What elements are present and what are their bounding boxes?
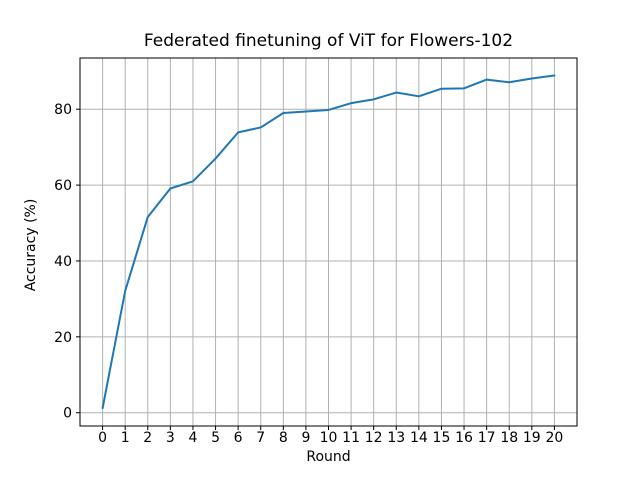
- y-tick-labels: 0 20 40 60 80: [54, 102, 72, 422]
- x-tick-label: 15: [433, 430, 451, 446]
- x-tick-label: 0: [98, 430, 107, 446]
- x-tick-label: 5: [211, 430, 220, 446]
- tick-marks: [76, 108, 555, 430]
- series-line: [101, 74, 556, 410]
- grid: [80, 58, 577, 426]
- x-tick-label: 2: [143, 430, 152, 446]
- y-axis-label: Accuracy (%): [23, 198, 39, 292]
- x-tick-label: 18: [500, 430, 518, 446]
- x-tick-label: 20: [545, 430, 563, 446]
- x-tick-label: 13: [387, 430, 405, 446]
- x-tick-label: 4: [188, 430, 197, 446]
- x-tick-label: 6: [234, 430, 243, 446]
- x-tick-label: 14: [410, 430, 428, 446]
- x-tick-label: 11: [342, 430, 360, 446]
- x-tick-label: 8: [279, 430, 288, 446]
- x-tick-label: 3: [166, 430, 175, 446]
- x-tick-label: 12: [365, 430, 383, 446]
- x-axis-label: Round: [306, 449, 351, 465]
- y-tick-label: 20: [54, 330, 72, 346]
- y-tick-label: 60: [54, 178, 72, 194]
- chart-title: Federated finetuning of ViT for Flowers-…: [143, 31, 514, 51]
- x-tick-labels: 0 1 2 3 4 5 6 7 8 9 10 11 12 13 14 15 16 17 18 19 20: [98, 430, 563, 446]
- x-tick-label: 1: [121, 430, 130, 446]
- x-tick-label: 9: [301, 430, 310, 446]
- x-tick-label: 10: [320, 430, 338, 446]
- y-tick-label: 0: [63, 406, 72, 422]
- x-tick-label: 16: [455, 430, 473, 446]
- y-tick-label: 80: [54, 102, 72, 118]
- y-tick-label: 40: [54, 254, 72, 270]
- x-tick-label: 19: [523, 430, 541, 446]
- x-tick-label: 7: [256, 430, 265, 446]
- x-tick-label: 17: [478, 430, 496, 446]
